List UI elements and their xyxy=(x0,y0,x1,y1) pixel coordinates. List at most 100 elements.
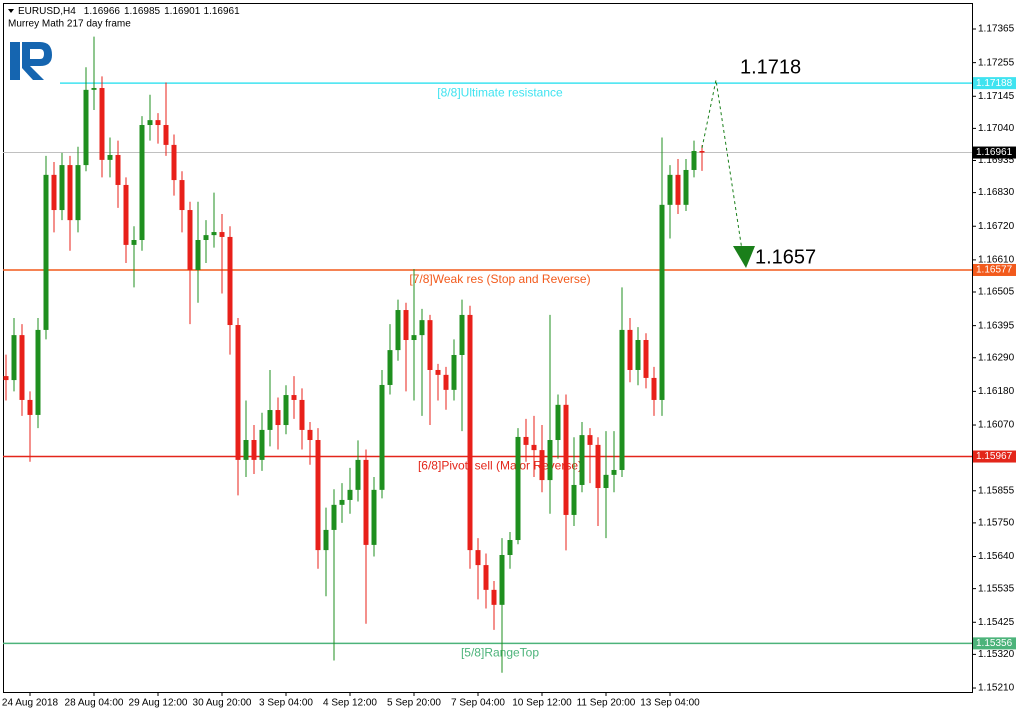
x-tick-label: 3 Sep 04:00 xyxy=(259,698,313,709)
price-tag xyxy=(973,146,1016,159)
candle-body xyxy=(371,489,377,545)
candle-body xyxy=(619,329,625,470)
candle-body xyxy=(395,310,401,351)
candle-body xyxy=(627,329,633,370)
x-tick-label: 28 Aug 04:00 xyxy=(65,698,124,709)
candle-body xyxy=(203,235,209,241)
y-tick-label: 1.15425 xyxy=(978,617,1015,628)
candle-body xyxy=(131,240,137,245)
candle-body xyxy=(171,144,177,181)
candle-body xyxy=(187,210,193,270)
candle-body xyxy=(43,174,49,330)
forecast-arrow xyxy=(701,79,755,268)
y-tick-label: 1.16935 xyxy=(978,155,1015,166)
candle-body xyxy=(419,320,425,336)
level-tag xyxy=(973,450,1016,463)
candle-body xyxy=(3,376,9,381)
annotation: 1.1718 xyxy=(740,56,801,78)
y-tick-label: 1.16720 xyxy=(978,221,1015,232)
level-tag-label: 1.15356 xyxy=(976,638,1013,649)
candle-body xyxy=(387,350,393,385)
y-tick-label: 1.16290 xyxy=(978,352,1015,363)
y-tick-label: 1.15855 xyxy=(978,485,1015,496)
y-tick-label: 1.16610 xyxy=(978,255,1015,266)
candle-body xyxy=(427,320,433,370)
y-tick-label: 1.17255 xyxy=(978,57,1015,68)
candle-body xyxy=(323,529,329,551)
y-tick-label: 1.17040 xyxy=(978,123,1015,134)
candle-body xyxy=(11,335,17,381)
candle-body xyxy=(275,410,281,426)
x-tick-label: 29 Aug 12:00 xyxy=(129,698,188,709)
candle-body xyxy=(435,369,441,375)
candle-body xyxy=(699,151,705,153)
candle-body xyxy=(379,384,385,490)
candle-body xyxy=(451,354,457,390)
y-tick-label: 1.16070 xyxy=(978,420,1015,431)
price-tag-label: 1.16961 xyxy=(976,147,1013,158)
candle-body xyxy=(579,435,585,485)
candle-body xyxy=(299,399,305,430)
candle-body xyxy=(19,335,25,400)
candle-body xyxy=(347,489,353,500)
level-tag xyxy=(973,637,1016,650)
candle-body xyxy=(75,165,81,221)
candle-body xyxy=(563,404,569,515)
header-value: 1.16985 xyxy=(124,6,161,17)
candle-body xyxy=(291,395,297,400)
header-value: 1.16961 xyxy=(204,6,241,17)
y-tick-label: 1.15210 xyxy=(978,683,1015,694)
candle-body xyxy=(547,440,553,481)
candle-body xyxy=(251,440,257,460)
candle-body xyxy=(147,120,153,126)
candle-body xyxy=(91,88,97,90)
y-tick-label: 1.15750 xyxy=(978,518,1015,529)
candle-body xyxy=(643,340,649,378)
candle-body xyxy=(123,184,129,245)
candle-body xyxy=(67,165,73,221)
candle-body xyxy=(227,236,233,326)
x-tick-label: 30 Aug 20:00 xyxy=(193,698,252,709)
x-tick-label: 7 Sep 04:00 xyxy=(451,698,505,709)
candle-body xyxy=(363,459,369,545)
y-tick-label: 1.15535 xyxy=(978,583,1015,594)
annotation: 1.1657 xyxy=(755,246,816,268)
header-value: 1.16901 xyxy=(164,6,201,17)
logo-r xyxy=(22,42,52,80)
candle-body xyxy=(411,335,417,341)
candle-body xyxy=(611,469,617,475)
y-tick-label: 1.16830 xyxy=(978,187,1015,198)
candle-body xyxy=(107,154,113,160)
candle-body xyxy=(515,436,521,541)
y-tick-label: 1.16505 xyxy=(978,287,1015,298)
candle-body xyxy=(555,404,561,441)
candle-body xyxy=(99,88,105,160)
candle-body xyxy=(243,440,249,460)
candle-body xyxy=(59,165,65,211)
candle-body xyxy=(531,444,537,451)
y-tick-label: 1.15320 xyxy=(978,649,1015,660)
candle-body xyxy=(331,504,337,530)
level-label: [5/8]RangeTop xyxy=(461,646,539,660)
candle-body xyxy=(211,232,217,236)
candle-body xyxy=(267,410,273,430)
candle-body xyxy=(659,204,665,400)
level-tag xyxy=(973,263,1016,276)
candle-body xyxy=(235,325,241,460)
candle-body xyxy=(491,589,497,605)
candle-body xyxy=(507,540,513,555)
candle-body xyxy=(635,340,641,370)
logo xyxy=(10,42,52,80)
candle-body xyxy=(27,399,33,415)
chart-header: EURUSD,H4 1.16966 1.16985 1.16901 1.16961 xyxy=(18,6,240,17)
candle-body xyxy=(667,174,673,205)
header-symbol: EURUSD,H4 xyxy=(18,6,76,17)
candle-body xyxy=(155,120,161,126)
candle-body xyxy=(403,310,409,341)
candles xyxy=(3,36,705,673)
candle-body xyxy=(459,314,465,355)
level-tag xyxy=(973,77,1016,90)
level-label: [8/8]Ultimate resistance xyxy=(437,85,563,99)
